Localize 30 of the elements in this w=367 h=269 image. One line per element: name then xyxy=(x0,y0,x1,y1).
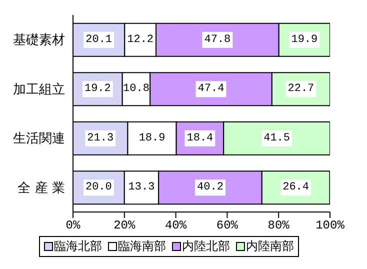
x-tick-label: 60% xyxy=(216,218,239,233)
data-label: 12.2 xyxy=(127,34,154,46)
y-tick-label: 生活関連 xyxy=(13,132,65,147)
data-label: 41.5 xyxy=(264,132,290,144)
y-tick-label: 全 産 業 xyxy=(18,180,65,196)
data-label: 20.0 xyxy=(85,182,112,194)
data-label: 10.8 xyxy=(123,83,150,96)
y-tick-label: 基礎素材 xyxy=(13,33,65,48)
data-label: 21.3 xyxy=(87,132,114,144)
y-tick-label: 加工組立 xyxy=(13,81,65,98)
x-tick-label: 40% xyxy=(164,218,188,233)
data-label: 20.1 xyxy=(86,34,112,46)
data-label: 22.7 xyxy=(288,83,314,96)
x-tick-label: 0% xyxy=(66,218,81,233)
legend-label: 内陸南部 xyxy=(245,238,294,255)
x-tick-label: 20% xyxy=(114,218,136,233)
data-label: 18.4 xyxy=(186,132,214,144)
legend-label: 内陸北部 xyxy=(181,238,230,255)
data-label: 13.3 xyxy=(128,182,155,194)
data-label: 40.2 xyxy=(197,182,224,194)
data-label: 26.4 xyxy=(282,182,310,194)
x-tick-label: 100% xyxy=(316,218,346,233)
data-label: 47.8 xyxy=(204,34,231,46)
data-label: 18.9 xyxy=(138,132,166,144)
legend-label: 臨海北部 xyxy=(53,238,102,255)
legend-label: 臨海南部 xyxy=(117,238,166,255)
data-label: 19.9 xyxy=(291,34,318,46)
data-label: 47.4 xyxy=(198,83,225,96)
data-label: 19.2 xyxy=(84,83,111,96)
x-tick-label: 80% xyxy=(268,218,290,233)
